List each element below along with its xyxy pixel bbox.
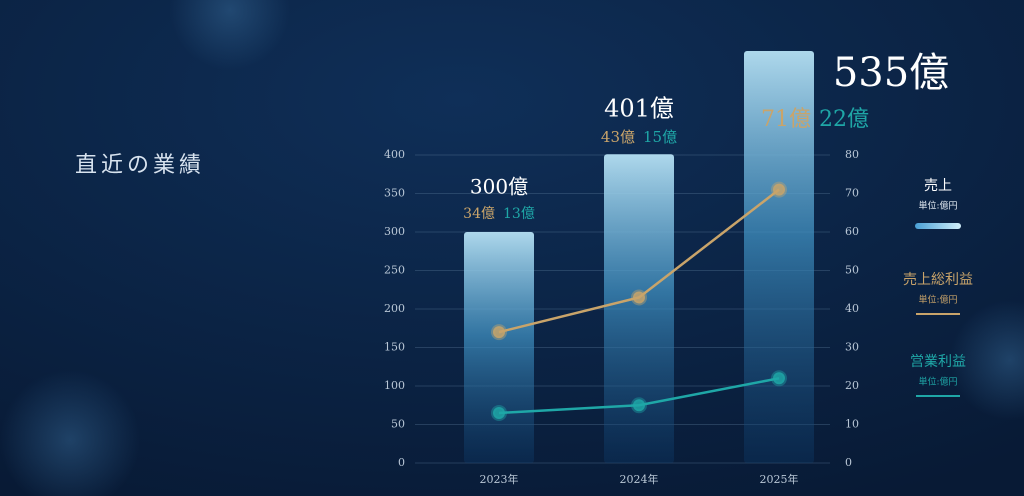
legend-label: 営業利益 — [910, 354, 966, 370]
line-point — [491, 324, 507, 341]
y2-tick-label: 0 — [845, 456, 852, 469]
legend-label: 売上総利益 — [903, 272, 973, 288]
x-tick-label: 2024年 — [620, 472, 659, 486]
legend-unit: 単位:億円 — [918, 200, 957, 212]
line-value-label: 15億 — [643, 128, 677, 146]
glow — [170, 0, 290, 70]
x-tick-label: 2023年 — [480, 472, 519, 486]
bar-value-label: 535億 — [833, 50, 949, 96]
y-tick-label: 300 — [384, 225, 405, 238]
y2-tick-label: 30 — [845, 341, 859, 354]
y2-tick-label: 50 — [845, 264, 859, 277]
line-point — [771, 181, 787, 198]
y-tick-label: 0 — [398, 456, 405, 469]
glow — [0, 370, 140, 496]
legend-unit: 単位:億円 — [918, 294, 957, 306]
line-value-label: 13億 — [503, 206, 535, 222]
x-tick-label: 2025年 — [760, 472, 799, 486]
y2-tick-label: 20 — [845, 379, 859, 392]
legend-unit: 単位:億円 — [918, 376, 957, 388]
y-tick-label: 150 — [384, 341, 405, 354]
line-value-label: 43億 — [601, 128, 635, 146]
bar — [604, 154, 674, 464]
line-value-label: 34億 — [463, 206, 495, 222]
line-point — [491, 404, 507, 421]
y-tick-label: 400 — [384, 148, 405, 161]
y-tick-label: 350 — [384, 187, 405, 200]
y2-tick-label: 60 — [845, 225, 859, 238]
y-tick-label: 100 — [384, 379, 405, 392]
bar — [464, 232, 534, 463]
y-tick-label: 50 — [391, 418, 405, 431]
y-tick-label: 200 — [384, 302, 405, 315]
y2-tick-label: 10 — [845, 418, 859, 431]
line-point — [771, 370, 787, 387]
legend-swatch — [915, 223, 961, 229]
line-value-label: 22億 — [819, 107, 869, 132]
y2-tick-label: 70 — [845, 187, 859, 200]
line-point — [631, 397, 647, 414]
glow — [950, 300, 1024, 420]
y2-tick-label: 40 — [845, 302, 859, 315]
bar-value-label: 300億 — [470, 175, 528, 199]
bar-value-label: 401億 — [604, 95, 674, 123]
y-tick-label: 250 — [384, 264, 405, 277]
bar — [744, 51, 814, 464]
section-heading: 直近の業績 — [75, 153, 205, 178]
line-value-label: 71億 — [761, 107, 811, 132]
line-point — [631, 289, 647, 306]
y2-tick-label: 80 — [845, 148, 859, 161]
legend-label: 売上 — [924, 178, 952, 194]
